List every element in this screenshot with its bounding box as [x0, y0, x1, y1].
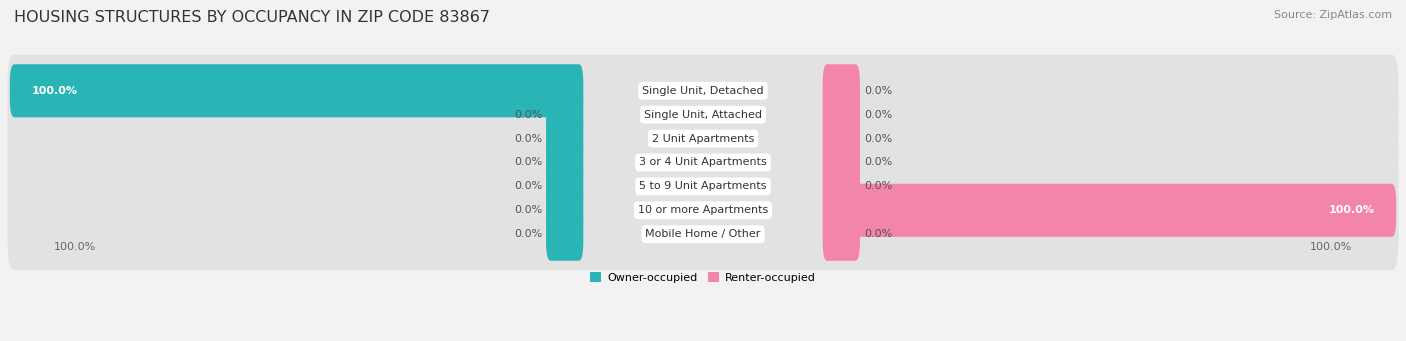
FancyBboxPatch shape [7, 150, 1399, 222]
FancyBboxPatch shape [546, 136, 583, 189]
FancyBboxPatch shape [7, 103, 1399, 175]
FancyBboxPatch shape [546, 208, 583, 261]
FancyBboxPatch shape [10, 64, 583, 117]
Text: 100.0%: 100.0% [53, 242, 96, 252]
FancyBboxPatch shape [546, 88, 583, 141]
Text: 5 to 9 Unit Apartments: 5 to 9 Unit Apartments [640, 181, 766, 191]
Text: 0.0%: 0.0% [513, 110, 543, 120]
FancyBboxPatch shape [7, 78, 1399, 151]
FancyBboxPatch shape [823, 64, 860, 117]
Text: 0.0%: 0.0% [863, 229, 893, 239]
Text: Mobile Home / Other: Mobile Home / Other [645, 229, 761, 239]
FancyBboxPatch shape [823, 112, 860, 165]
FancyBboxPatch shape [546, 160, 583, 213]
Text: 100.0%: 100.0% [1329, 205, 1375, 215]
Text: 100.0%: 100.0% [1310, 242, 1353, 252]
FancyBboxPatch shape [823, 136, 860, 189]
Text: 0.0%: 0.0% [513, 205, 543, 215]
Text: Single Unit, Detached: Single Unit, Detached [643, 86, 763, 96]
Text: 0.0%: 0.0% [513, 134, 543, 144]
FancyBboxPatch shape [7, 174, 1399, 247]
Text: 100.0%: 100.0% [31, 86, 77, 96]
Text: Single Unit, Attached: Single Unit, Attached [644, 110, 762, 120]
FancyBboxPatch shape [546, 184, 583, 237]
Text: Source: ZipAtlas.com: Source: ZipAtlas.com [1274, 10, 1392, 20]
Text: 0.0%: 0.0% [513, 181, 543, 191]
FancyBboxPatch shape [823, 184, 1396, 237]
Legend: Owner-occupied, Renter-occupied: Owner-occupied, Renter-occupied [586, 268, 820, 287]
Text: HOUSING STRUCTURES BY OCCUPANCY IN ZIP CODE 83867: HOUSING STRUCTURES BY OCCUPANCY IN ZIP C… [14, 10, 491, 25]
FancyBboxPatch shape [7, 55, 1399, 127]
FancyBboxPatch shape [823, 88, 860, 141]
Text: 0.0%: 0.0% [863, 181, 893, 191]
Text: 3 or 4 Unit Apartments: 3 or 4 Unit Apartments [640, 158, 766, 167]
Text: 0.0%: 0.0% [513, 229, 543, 239]
Text: 2 Unit Apartments: 2 Unit Apartments [652, 134, 754, 144]
Text: 0.0%: 0.0% [863, 86, 893, 96]
Text: 0.0%: 0.0% [863, 134, 893, 144]
FancyBboxPatch shape [546, 112, 583, 165]
Text: 0.0%: 0.0% [863, 110, 893, 120]
FancyBboxPatch shape [823, 160, 860, 213]
Text: 10 or more Apartments: 10 or more Apartments [638, 205, 768, 215]
Text: 0.0%: 0.0% [513, 158, 543, 167]
Text: 0.0%: 0.0% [863, 158, 893, 167]
FancyBboxPatch shape [7, 198, 1399, 270]
FancyBboxPatch shape [823, 208, 860, 261]
FancyBboxPatch shape [7, 127, 1399, 198]
